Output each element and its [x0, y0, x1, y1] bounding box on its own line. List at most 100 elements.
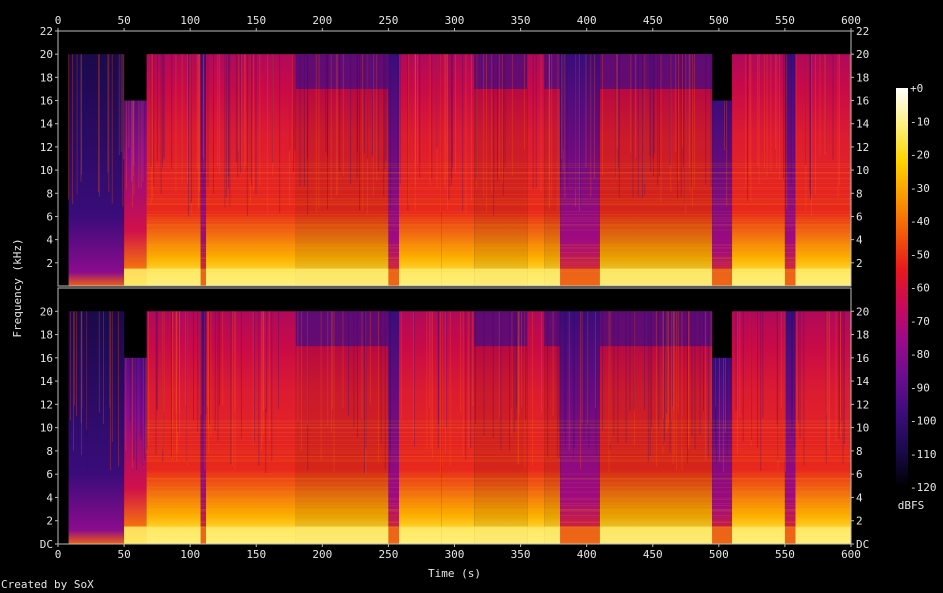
segment-19 — [795, 54, 851, 286]
y-tick-right-2-4: 8 — [856, 445, 863, 458]
y-tick-left-1-9: 20 — [40, 48, 53, 61]
y-tick-right-1-7: 16 — [856, 95, 869, 108]
segment-5 — [200, 54, 207, 286]
x-tick-bottom-3: 150 — [246, 548, 266, 561]
y-tick-left-1-0: 2 — [46, 257, 53, 270]
y-tick-left-2-2: 4 — [46, 491, 53, 504]
segment-2 — [68, 311, 125, 544]
x-tick-top-0: 0 — [55, 14, 62, 27]
colorbar-tick-1: -10 — [910, 115, 930, 128]
y-tick-right-2-7: 14 — [856, 375, 870, 388]
segment-13 — [544, 311, 561, 544]
x-tick-bottom-6: 300 — [445, 548, 465, 561]
segment-14 — [560, 311, 600, 544]
x-tick-top-7: 350 — [511, 14, 531, 27]
y-tick-left-1-10: 22 — [40, 25, 53, 38]
y-tick-left-2-9: 18 — [40, 329, 53, 342]
y-tick-left-1-8: 18 — [40, 71, 53, 84]
y-tick-left-2-4: 8 — [46, 445, 53, 458]
spectrogram-channel-2 — [57, 287, 852, 545]
x-axis-label: Time (s) — [428, 567, 481, 580]
y-tick-right-1-10: 22 — [856, 25, 869, 38]
segment-11 — [474, 54, 528, 286]
segment-17 — [732, 54, 785, 286]
y-tick-left-1-2: 6 — [46, 210, 53, 223]
spectrogram-channel-1 — [57, 30, 852, 287]
segment-3 — [124, 357, 147, 544]
y-tick-right-1-3: 8 — [856, 187, 863, 200]
x-tick-top-5: 250 — [378, 14, 398, 27]
segment-13 — [544, 54, 561, 286]
x-tick-top-4: 200 — [312, 14, 332, 27]
y-tick-right-2-0: DC — [856, 538, 869, 551]
y-tick-right-2-6: 12 — [856, 398, 869, 411]
y-tick-left-2-6: 12 — [40, 398, 53, 411]
colorbar-tick-10: -100 — [910, 415, 937, 428]
y-tick-left-1-6: 14 — [40, 118, 54, 131]
segment-5 — [200, 311, 207, 544]
x-tick-bottom-12: 600 — [841, 548, 861, 561]
x-tick-bottom-0: 0 — [55, 548, 62, 561]
colorbar-label: dBFS — [898, 499, 925, 512]
y-tick-left-1-7: 16 — [40, 95, 53, 108]
x-tick-top-9: 450 — [643, 14, 663, 27]
y-tick-right-1-9: 20 — [856, 48, 869, 61]
segment-19 — [795, 311, 851, 544]
y-tick-left-2-0: DC — [40, 538, 53, 551]
y-tick-right-1-1: 4 — [856, 234, 863, 247]
y-tick-left-1-3: 8 — [46, 187, 53, 200]
x-tick-bottom-8: 400 — [577, 548, 597, 561]
colorbar-tick-2: -20 — [910, 149, 930, 162]
x-tick-top-8: 400 — [577, 14, 597, 27]
segment-18 — [784, 54, 796, 286]
x-tick-top-1: 50 — [117, 14, 130, 27]
segment-9 — [398, 311, 442, 544]
segment-6 — [206, 311, 296, 544]
segment-16 — [712, 357, 733, 544]
segment-16 — [712, 100, 733, 286]
segment-4 — [146, 311, 201, 544]
segment-6 — [206, 54, 296, 286]
colorbar-scale — [896, 88, 908, 487]
colorbar-tick-8: -80 — [910, 348, 930, 361]
colorbar-tick-11: -110 — [910, 448, 937, 461]
x-tick-top-3: 150 — [246, 14, 266, 27]
segment-4 — [146, 54, 201, 286]
segment-17 — [732, 311, 785, 544]
colorbar-tick-0: +0 — [910, 82, 923, 95]
x-tick-bottom-5: 250 — [378, 548, 398, 561]
segment-15 — [599, 54, 713, 286]
segment-15 — [599, 311, 713, 544]
y-tick-left-2-8: 16 — [40, 352, 53, 365]
x-tick-bottom-7: 350 — [511, 548, 531, 561]
y-tick-right-2-1: 2 — [856, 515, 863, 528]
segment-8 — [388, 54, 399, 286]
y-tick-right-2-8: 16 — [856, 352, 869, 365]
y-tick-right-1-4: 10 — [856, 164, 869, 177]
x-tick-bottom-9: 450 — [643, 548, 663, 561]
y-tick-right-2-10: 20 — [856, 305, 869, 318]
colorbar-tick-7: -70 — [910, 315, 930, 328]
segment-7 — [295, 311, 389, 544]
segment-10 — [441, 311, 475, 544]
x-tick-bottom-2: 100 — [180, 548, 200, 561]
y-tick-left-2-7: 14 — [40, 375, 54, 388]
y-tick-left-2-3: 6 — [46, 468, 53, 481]
segment-2 — [68, 54, 125, 286]
x-tick-top-11: 550 — [775, 14, 795, 27]
y-axis-label: Frequency (kHz) — [11, 238, 24, 337]
segment-3 — [124, 100, 147, 286]
x-tick-top-2: 100 — [180, 14, 200, 27]
y-tick-right-1-5: 12 — [856, 141, 869, 154]
colorbar-tick-5: -50 — [910, 248, 930, 261]
x-tick-bottom-1: 50 — [117, 548, 130, 561]
y-tick-left-1-5: 12 — [40, 141, 53, 154]
y-tick-right-1-2: 6 — [856, 210, 863, 223]
colorbar-tick-4: -40 — [910, 215, 930, 228]
credit-text: Created by SoX — [1, 578, 94, 591]
x-tick-top-10: 500 — [709, 14, 729, 27]
segment-14 — [560, 54, 600, 286]
colorbar-tick-6: -60 — [910, 282, 930, 295]
y-tick-right-2-5: 10 — [856, 422, 869, 435]
segment-8 — [388, 311, 399, 544]
